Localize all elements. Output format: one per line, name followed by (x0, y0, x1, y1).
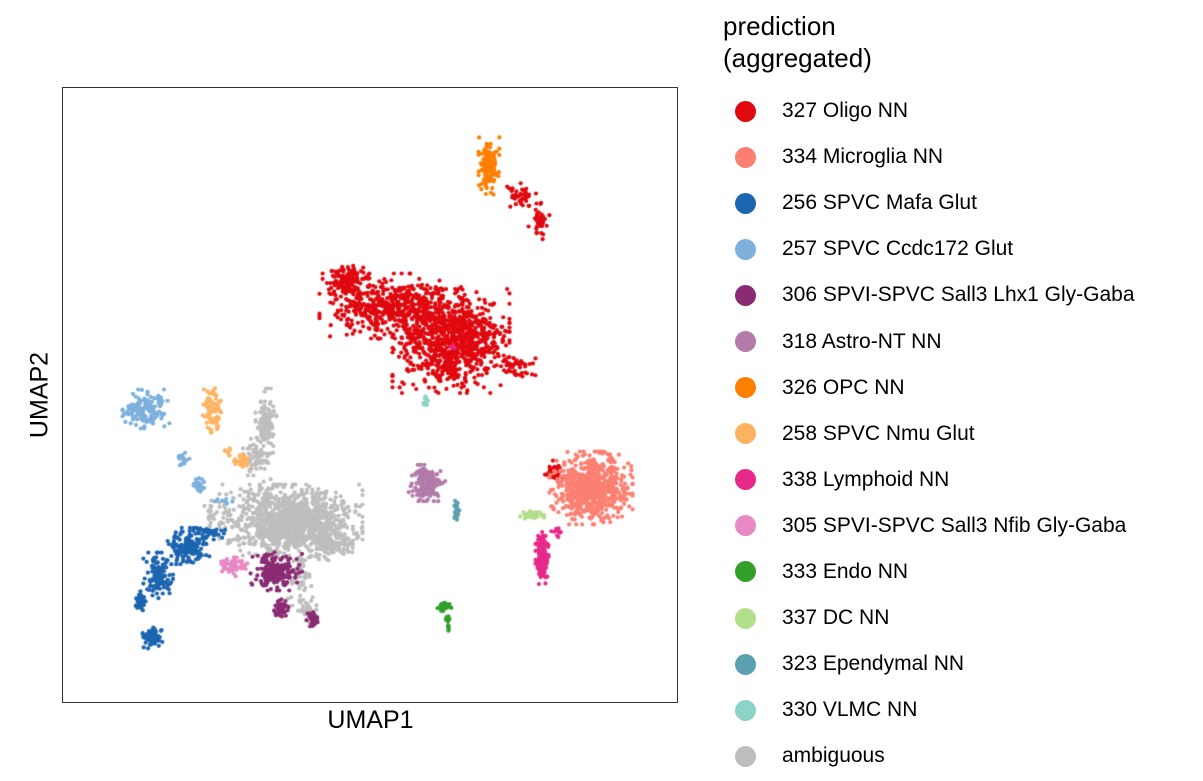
legend-dot-icon (735, 100, 756, 122)
legend-dot-icon (735, 745, 756, 767)
legend-dot-icon (735, 653, 756, 675)
legend-dot-icon (735, 192, 756, 214)
legend-label: 318 Astro-NT NN (782, 329, 942, 353)
legend-item: 333 Endo NN (723, 549, 1135, 595)
legend-dot-icon (735, 469, 756, 491)
legend-item: 305 SPVI-SPVC Sall3 Nfib Gly-Gaba (723, 503, 1135, 549)
legend-label: 305 SPVI-SPVC Sall3 Nfib Gly-Gaba (782, 513, 1127, 537)
legend-label: 338 Lymphoid NN (782, 467, 950, 491)
legend-item: 306 SPVI-SPVC Sall3 Lhx1 Gly-Gaba (723, 272, 1135, 318)
legend-label: 306 SPVI-SPVC Sall3 Lhx1 Gly-Gaba (782, 283, 1135, 307)
legend: prediction (aggregated) 327 Oligo NN 334 … (723, 10, 1135, 779)
legend-label: 333 Endo NN (782, 559, 909, 583)
legend-label: 337 DC NN (782, 606, 890, 630)
legend-label: 258 SPVC Nmu Glut (782, 421, 975, 445)
legend-label: 327 Oligo NN (782, 99, 909, 123)
legend-item: 334 Microglia NN (723, 134, 1135, 180)
legend-dot-icon (735, 699, 756, 721)
legend-item: 330 VLMC NN (723, 687, 1135, 733)
legend-dot-icon (735, 607, 756, 629)
legend-item: 258 SPVC Nmu Glut (723, 411, 1135, 457)
legend-item: 337 DC NN (723, 595, 1135, 641)
legend-label: ambiguous (782, 744, 885, 768)
legend-label: 330 VLMC NN (782, 698, 918, 722)
legend-dot-icon (735, 238, 756, 260)
legend-item: 257 SPVC Ccdc172 Glut (723, 226, 1135, 272)
legend-label: 323 Ependymal NN (782, 652, 965, 676)
legend-label: 326 OPC NN (782, 375, 905, 399)
plot-area (62, 87, 678, 703)
legend-dot-icon (735, 377, 756, 399)
legend-title: prediction (aggregated) (723, 10, 1135, 74)
y-axis-label: UMAP2 (25, 351, 54, 439)
legend-items: 327 Oligo NN 334 Microglia NN 256 SPVC Maf… (723, 88, 1135, 779)
legend-dot-icon (735, 561, 756, 583)
legend-item: 256 SPVC Mafa Glut (723, 180, 1135, 226)
legend-label: 257 SPVC Ccdc172 Glut (782, 237, 1014, 261)
legend-label: 334 Microglia NN (782, 145, 944, 169)
legend-dot-icon (735, 423, 756, 445)
legend-item: 326 OPC NN (723, 365, 1135, 411)
umap-scatter-points (63, 88, 677, 702)
legend-title-line: prediction (723, 11, 836, 41)
legend-item: 327 Oligo NN (723, 88, 1135, 134)
legend-title-line: (aggregated) (723, 43, 872, 73)
x-axis-label: UMAP1 (327, 706, 414, 734)
legend-item: ambiguous (723, 733, 1135, 779)
legend-dot-icon (735, 146, 756, 168)
legend-dot-icon (735, 331, 756, 353)
legend-dot-icon (735, 284, 756, 306)
legend-dot-icon (735, 515, 756, 537)
legend-item: 323 Ependymal NN (723, 641, 1135, 687)
legend-item: 318 Astro-NT NN (723, 318, 1135, 364)
legend-item: 338 Lymphoid NN (723, 457, 1135, 503)
legend-label: 256 SPVC Mafa Glut (782, 191, 977, 215)
